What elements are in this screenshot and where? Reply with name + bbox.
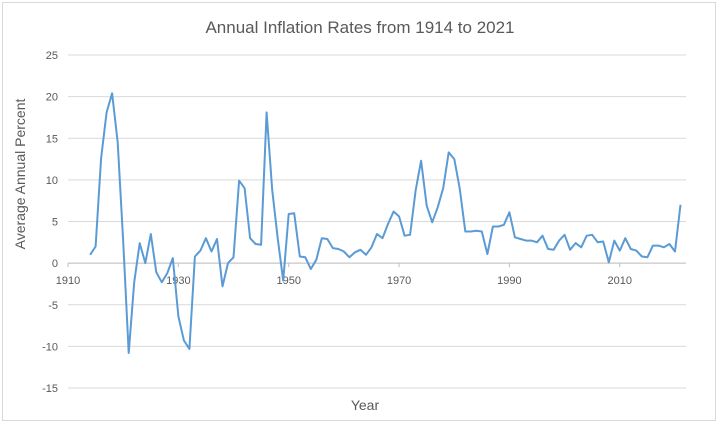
x-tick-label: 1990 <box>497 275 521 287</box>
gridlines <box>67 54 686 389</box>
x-tick-labels: 1910 1930 1950 1970 1990 2010 <box>56 275 632 287</box>
y-tick-label: 10 <box>46 175 58 187</box>
y-tick-label: -5 <box>48 300 58 312</box>
y-tick-label: 15 <box>46 133 58 145</box>
x-tick-label: 1950 <box>276 275 300 287</box>
y-tick-label: 0 <box>52 258 58 270</box>
y-tick-label: 25 <box>46 50 58 62</box>
x-tick-label: 1970 <box>387 275 411 287</box>
x-tick-label: 1910 <box>56 275 80 287</box>
y-axis-title: Average Annual Percent <box>12 99 28 250</box>
x-tick-label: 2010 <box>608 275 632 287</box>
y-tick-label: 20 <box>46 92 58 104</box>
y-tick-label: -15 <box>42 383 58 395</box>
x-tick-label: 1930 <box>166 275 190 287</box>
y-tick-label: 5 <box>52 217 58 229</box>
chart-title: Annual Inflation Rates from 1914 to 2021 <box>205 18 515 37</box>
series-layer <box>89 92 682 354</box>
series-line <box>89 92 682 354</box>
y-tick-label: -10 <box>42 341 58 353</box>
x-axis-title: Year <box>351 397 380 413</box>
y-tick-labels: -15 -10 -5 0 5 10 15 20 25 <box>42 50 58 395</box>
